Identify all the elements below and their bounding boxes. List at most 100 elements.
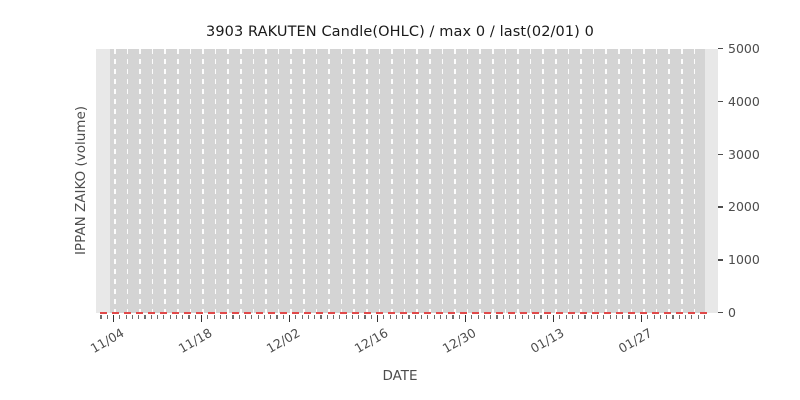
gridline xyxy=(630,49,633,313)
x-minor-tick xyxy=(685,315,687,319)
x-minor-tick xyxy=(383,315,385,319)
x-minor-tick xyxy=(207,315,209,319)
x-minor-tick xyxy=(653,315,655,319)
x-minor-tick xyxy=(213,315,215,319)
x-minor-tick xyxy=(609,315,611,319)
gridline xyxy=(366,49,368,313)
vertical-gridlines xyxy=(96,49,718,313)
gridline xyxy=(567,49,570,313)
x-axis-ticks xyxy=(96,313,718,323)
gridline xyxy=(328,49,330,313)
x-minor-tick xyxy=(703,315,706,319)
gridline xyxy=(668,49,670,313)
x-minor-tick xyxy=(345,315,347,319)
x-minor-tick xyxy=(188,315,190,319)
x-major-tick xyxy=(377,315,379,322)
x-minor-tick xyxy=(307,315,310,319)
x-minor-tick xyxy=(138,315,140,319)
x-minor-tick xyxy=(584,315,586,319)
x-minor-tick xyxy=(590,315,592,319)
x-tick-label: 12/16 xyxy=(351,325,391,357)
x-minor-tick xyxy=(263,315,266,319)
x-minor-tick xyxy=(333,315,335,319)
x-minor-tick xyxy=(119,315,121,319)
x-minor-tick xyxy=(446,315,448,319)
gridline xyxy=(252,49,255,313)
gridline xyxy=(240,49,242,313)
gridline xyxy=(429,49,431,313)
gridline xyxy=(114,49,116,313)
x-minor-tick xyxy=(219,315,222,319)
gridline xyxy=(265,49,267,313)
x-minor-tick xyxy=(301,315,303,319)
x-major-tick xyxy=(641,315,643,322)
gridline xyxy=(378,49,381,313)
series-line-ippan-zaiko xyxy=(96,312,718,314)
x-minor-tick xyxy=(320,315,322,319)
x-tick-label: 01/27 xyxy=(615,325,655,357)
x-minor-tick xyxy=(678,315,680,319)
x-tick-label: 11/04 xyxy=(87,325,127,357)
x-minor-tick xyxy=(672,315,674,319)
x-minor-tick xyxy=(245,315,247,319)
x-minor-tick xyxy=(427,315,429,319)
chart-title: 3903 RAKUTEN Candle(OHLC) / max 0 / last… xyxy=(206,24,594,40)
x-major-tick xyxy=(113,315,115,322)
gridline xyxy=(492,49,494,313)
x-minor-tick xyxy=(163,315,165,319)
x-minor-tick xyxy=(477,315,479,319)
gridline xyxy=(126,49,129,313)
gridline xyxy=(189,49,192,313)
x-minor-tick xyxy=(571,315,574,319)
x-minor-tick xyxy=(458,315,460,319)
gridline xyxy=(340,49,343,313)
x-minor-tick xyxy=(515,315,517,319)
gridline xyxy=(555,49,557,313)
x-minor-tick xyxy=(615,315,618,319)
x-minor-tick xyxy=(370,315,372,319)
x-minor-tick xyxy=(282,315,284,319)
x-minor-tick xyxy=(471,315,473,319)
gridline xyxy=(592,49,595,313)
x-minor-tick xyxy=(295,315,297,319)
gridline xyxy=(618,49,620,313)
y-tick-label: 2000 xyxy=(728,199,760,215)
gridline xyxy=(315,49,318,313)
x-minor-tick xyxy=(364,315,366,319)
x-minor-tick xyxy=(421,315,423,319)
gridline xyxy=(693,49,696,313)
x-minor-tick xyxy=(540,315,542,319)
x-minor-tick xyxy=(527,315,530,319)
gridline xyxy=(139,49,141,313)
x-minor-tick xyxy=(389,315,391,319)
gridline xyxy=(391,49,393,313)
x-minor-tick xyxy=(257,315,259,319)
y-tick-mark xyxy=(718,312,723,314)
gridline xyxy=(504,49,507,313)
x-minor-tick xyxy=(521,315,523,319)
x-minor-tick xyxy=(546,315,548,319)
x-minor-tick xyxy=(157,315,159,319)
y-axis: 0 1000 2000 3000 4000 5000 xyxy=(718,41,798,320)
x-minor-tick xyxy=(395,315,398,319)
x-minor-tick xyxy=(100,315,102,319)
gridline xyxy=(353,49,355,313)
gridline xyxy=(454,49,456,313)
x-tick-label: 12/30 xyxy=(439,325,479,357)
x-minor-tick xyxy=(628,315,630,319)
x-tick-label: 01/13 xyxy=(527,325,567,357)
x-minor-tick xyxy=(691,315,693,319)
x-minor-tick xyxy=(496,315,498,319)
gridline xyxy=(529,49,532,313)
gridline xyxy=(227,49,229,313)
y-tick-mark xyxy=(718,48,723,50)
gridline xyxy=(403,49,406,313)
x-minor-tick xyxy=(194,315,196,319)
y-axis-title-text: IPPAN ZAIKO (volume) xyxy=(73,105,89,256)
gridline xyxy=(466,49,469,313)
y-axis-title: IPPAN ZAIKO (volume) xyxy=(62,78,89,283)
gridline xyxy=(416,49,418,313)
gridline xyxy=(580,49,582,313)
y-tick-label: 4000 xyxy=(728,93,760,109)
x-minor-tick xyxy=(509,315,511,319)
